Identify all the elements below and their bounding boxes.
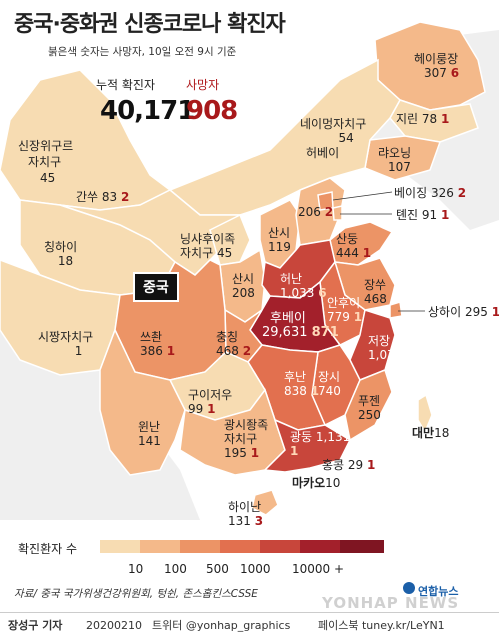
label-shanxi: 산시 119 (268, 226, 291, 254)
label-hebei: 허베이 (306, 146, 340, 160)
death-label: 사망자 (186, 78, 220, 92)
label-tianjin: 톈진 91 1 (396, 208, 450, 222)
footer-date: 20200210 (86, 619, 142, 632)
label-sichuan: 쓰촨 386 1 (140, 330, 176, 358)
label-anhui: 안후이 779 1 (327, 296, 363, 324)
label-qinghai: 칭하이 18 (44, 240, 78, 268)
footer-facebook[interactable]: 페이스북 tuney.kr/LeYN1 (318, 619, 445, 632)
label-heilongjiang: 헤이룽장 307 6 (414, 52, 460, 80)
label-liaoning: 랴오닝 107 (378, 146, 412, 174)
province-ningxia (209, 213, 251, 266)
label-hunan: 후난 838 1 (284, 370, 320, 398)
legend-bar (100, 540, 384, 553)
label-guizhou: 구이저우 99 1 (188, 388, 233, 416)
label-beijing: 베이징 326 2 (394, 186, 467, 200)
legend-tick-500: 500 (206, 562, 229, 576)
label-gansu: 간쑤 83 2 (76, 190, 130, 204)
note: 붉은색 숫자는 사망자, 10일 오전 9시 기준 (48, 46, 237, 58)
province-hainan (251, 489, 279, 516)
watermark: YONHAP NEWS (322, 594, 460, 612)
legend-title: 확진환자 수 (18, 542, 78, 556)
label-hongkong: 홍콩 29 1 (322, 458, 376, 472)
province-guangdong (263, 418, 351, 473)
label-fujian: 푸젠 250 (358, 394, 381, 422)
legend-tick-1000: 1000 (240, 562, 271, 576)
label-hebei-count: 206 2 (298, 205, 334, 219)
legend-tick-100: 100 (164, 562, 187, 576)
label-xinjiang: 신장위구르 자치구 45 (18, 139, 74, 185)
yonhap-logo-icon (403, 582, 415, 594)
legend-tick-10000: 10000 + (292, 562, 345, 576)
label-shandong: 산둥 444 1 (336, 232, 372, 260)
country-label: 중국 (133, 272, 179, 302)
label-guangxi: 광시좡족 자치구 195 1 (224, 418, 269, 460)
province-jilin (389, 99, 479, 143)
label-yunnan: 윈난 141 (138, 420, 161, 448)
footer-twitter[interactable]: 트위터 @yonhap_graphics (152, 619, 291, 632)
label-guangdong: 광둥 1,131 1 (290, 430, 351, 458)
label-hubei: 후베이 29,631 871 (262, 311, 339, 340)
cumulative-label: 누적 확진자 (96, 78, 156, 92)
province-shanghai (389, 301, 403, 319)
label-hainan: 하이난 131 3 (228, 500, 264, 528)
province-yunnan (99, 328, 186, 476)
label-shanghai: 상하이 295 1 (428, 305, 499, 319)
label-zhejiang: 저장 1,075 (368, 334, 403, 362)
label-jiangsu: 장쑤 468 (364, 278, 387, 306)
footer: 장성구 기자 20200210 트위터 @yonhap_graphics 페이스… (0, 612, 499, 638)
brand-logo: 연합뉴스 (418, 585, 459, 598)
label-shaanxi: 산시 208 (232, 272, 255, 300)
label-jilin: 지린 78 1 (396, 112, 450, 126)
province-tianjin (332, 205, 343, 221)
legend-tick-10: 10 (128, 562, 144, 576)
label-chongqing: 충칭 468 2 (216, 330, 252, 358)
label-jiangxi: 장시 740 (318, 370, 341, 398)
label-inner-mongolia: 네이멍자치구 54 (300, 117, 367, 145)
page-title: 중국·중화권 신종코로나 확진자 (14, 12, 286, 37)
label-macau: 마카오10 (292, 476, 341, 490)
source-note: 자료/ 중국 국가위생건강위원회, 텅쉰, 존스홉킨스CSSE (14, 588, 258, 600)
cumulative-value: 40,171 (100, 96, 195, 126)
province-taiwan (417, 393, 433, 434)
label-henan: 허난 1,033 6 (280, 272, 327, 300)
death-value: 908 (186, 96, 238, 126)
province-inner-mongolia (168, 58, 401, 216)
footer-author: 장성구 기자 (8, 619, 63, 632)
label-taiwan: 대만18 (412, 426, 450, 440)
label-ningxia: 닝샤후이족 자치구 45 (180, 232, 236, 260)
label-tibet: 시짱자치구 1 (38, 330, 94, 358)
